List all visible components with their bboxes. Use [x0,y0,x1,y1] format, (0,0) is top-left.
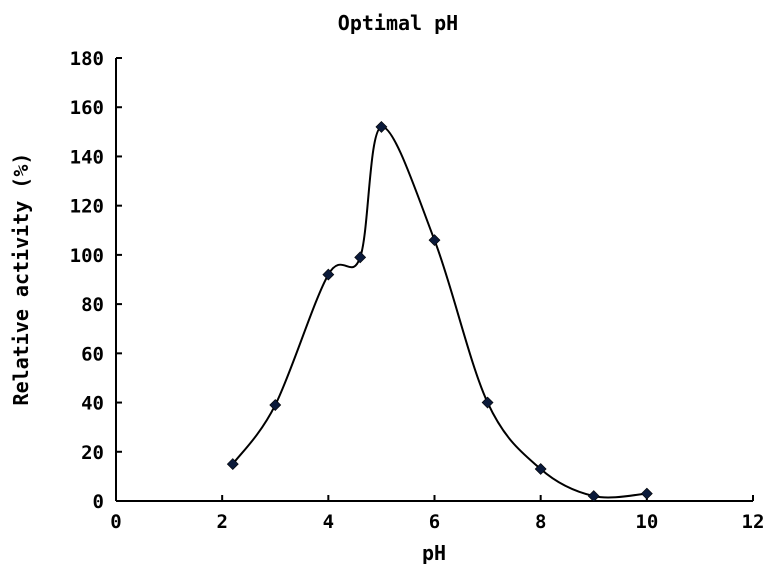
y-tick-label: 160 [70,97,104,119]
y-tick-label: 140 [70,146,104,168]
series-layer [231,125,647,499]
chart-title: Optimal pH [338,11,458,35]
y-axis-label: Relative activity (%) [9,153,33,406]
data-point-marker [322,268,335,281]
marker-layer [226,120,653,503]
y-tick-label: 120 [70,196,104,218]
series-line [231,125,647,499]
x-tick-label: 4 [323,511,334,533]
y-tick-label: 100 [70,245,104,267]
y-tick-label: 40 [81,393,104,415]
y-tick-label: 80 [81,294,104,316]
y-tick-label: 20 [81,442,104,464]
data-point-marker [269,399,282,411]
y-tick-label: 0 [93,491,104,513]
data-point-marker [428,234,441,247]
x-tick-label: 2 [216,511,227,533]
y-axis-ticks: 0 20 40 60 80 100 120 140 160 180 [70,48,122,513]
y-tick-label: 180 [70,48,104,70]
x-axis-label: pH [422,541,446,565]
axes [115,58,753,502]
data-point-marker [587,490,600,503]
data-point-marker [226,458,239,471]
x-axis-ticks: 0 2 4 6 8 10 12 [110,495,764,533]
data-point-marker [481,396,494,409]
x-tick-label: 8 [535,511,546,533]
x-tick-label: 10 [635,511,658,533]
x-tick-label: 12 [742,511,765,533]
x-tick-label: 0 [110,511,121,533]
data-point-marker [375,120,388,133]
data-point-marker [534,463,547,475]
data-point-marker [354,251,367,264]
y-tick-label: 60 [81,343,104,365]
x-tick-label: 6 [429,511,440,533]
data-point-marker [640,487,653,500]
